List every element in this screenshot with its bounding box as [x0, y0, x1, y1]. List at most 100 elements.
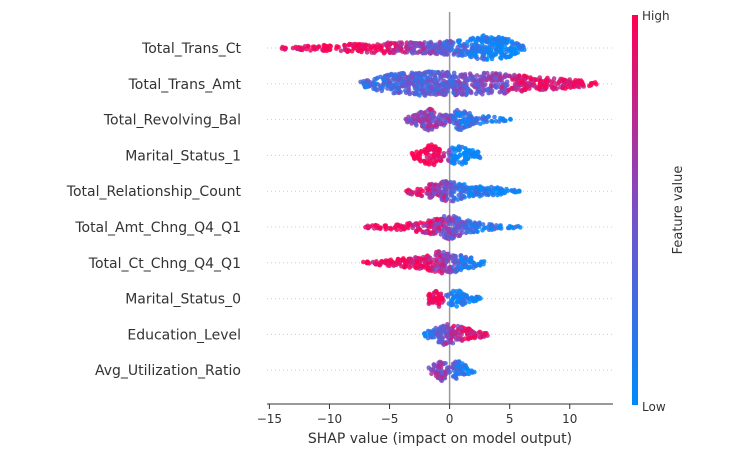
shap-point: [438, 296, 443, 302]
shap-point: [454, 228, 460, 234]
shap-point: [394, 227, 400, 232]
shap-point: [440, 87, 446, 93]
shap-point: [356, 48, 361, 53]
shap-point: [428, 106, 434, 112]
shap-point: [406, 119, 412, 124]
shap-point: [412, 156, 417, 162]
shap-point: [497, 77, 503, 82]
shap-point: [436, 49, 441, 54]
shap-point: [489, 118, 494, 124]
shap-point: [466, 185, 472, 191]
shap-point: [425, 161, 430, 166]
shap-point: [418, 148, 424, 154]
shap-point: [494, 85, 499, 90]
shap-point: [471, 37, 476, 42]
shap-point: [425, 124, 431, 129]
shap-point: [381, 81, 386, 87]
shap-point: [436, 364, 441, 370]
colorbar: [632, 15, 638, 405]
shap-point: [351, 45, 357, 51]
shap-point: [434, 217, 440, 222]
shap-point: [475, 221, 481, 227]
shap-point: [459, 73, 464, 79]
shap-point: [508, 116, 513, 122]
shap-point: [481, 57, 487, 62]
shap-point: [444, 181, 450, 186]
shap-point: [316, 44, 321, 50]
shap-point: [422, 259, 428, 265]
shap-point: [463, 155, 468, 161]
shap-point: [451, 90, 456, 95]
shap-point: [428, 51, 433, 56]
shap-point: [371, 43, 376, 49]
shap-point: [451, 288, 456, 294]
shap-point: [445, 334, 451, 340]
shap-point: [444, 52, 450, 57]
shap-point: [415, 88, 420, 93]
shap-point: [443, 361, 448, 366]
colorbar-high-label: High: [642, 9, 670, 23]
shap-point: [436, 269, 442, 274]
feature-label: Marital_Status_0: [125, 292, 241, 308]
shap-point: [488, 89, 493, 95]
shap-point: [515, 41, 521, 47]
shap-point: [464, 365, 469, 370]
shap-point: [441, 253, 446, 258]
shap-point: [455, 223, 461, 229]
shap-point: [501, 118, 507, 124]
shap-point: [512, 46, 517, 52]
shap-point: [474, 73, 480, 78]
shap-point: [460, 371, 465, 377]
shap-point: [334, 44, 340, 49]
shap-point: [484, 48, 490, 54]
shap-point: [425, 86, 431, 91]
shap-point: [436, 339, 442, 345]
shap-point: [446, 150, 451, 155]
shap-point: [411, 45, 417, 51]
shap-point: [479, 79, 484, 84]
shap-point: [420, 188, 426, 194]
shap-point: [445, 254, 450, 260]
shap-point: [385, 48, 391, 53]
shap-point: [461, 111, 467, 116]
shap-point: [389, 85, 395, 91]
shap-point: [542, 85, 548, 90]
shap-point: [409, 150, 415, 156]
shap-point: [465, 264, 471, 270]
shap-point: [411, 223, 417, 228]
shap-point: [444, 365, 450, 371]
shap-point: [416, 118, 422, 123]
shap-point: [465, 331, 470, 337]
shap-point: [561, 82, 567, 87]
shap-point: [451, 116, 456, 122]
shap-point: [457, 147, 463, 153]
shap-point: [531, 83, 537, 89]
shap-point: [429, 371, 434, 377]
shap-point: [474, 229, 480, 234]
shap-point: [429, 127, 435, 132]
shap-point: [499, 85, 505, 90]
shap-point: [504, 186, 509, 192]
shap-point: [414, 229, 419, 234]
shap-point: [476, 190, 482, 196]
shap-point: [375, 75, 380, 81]
shap-point: [474, 120, 480, 126]
shap-point: [426, 42, 431, 48]
shap-point: [476, 44, 482, 49]
shap-point: [448, 78, 454, 84]
shap-point: [426, 257, 432, 263]
shap-point: [383, 223, 389, 228]
shap-point: [377, 226, 383, 231]
x-tick-label: −5: [381, 412, 399, 426]
shap-point: [486, 114, 492, 119]
shap-point: [498, 46, 504, 52]
shap-point: [445, 370, 451, 375]
shap-point: [444, 226, 450, 231]
shap-point: [420, 41, 426, 47]
shap-point: [491, 53, 496, 58]
feature-points-group: [279, 33, 527, 62]
shap-point: [470, 370, 475, 375]
shap-point: [437, 227, 443, 232]
shap-point: [460, 219, 465, 225]
x-tick-label: 10: [562, 412, 577, 426]
